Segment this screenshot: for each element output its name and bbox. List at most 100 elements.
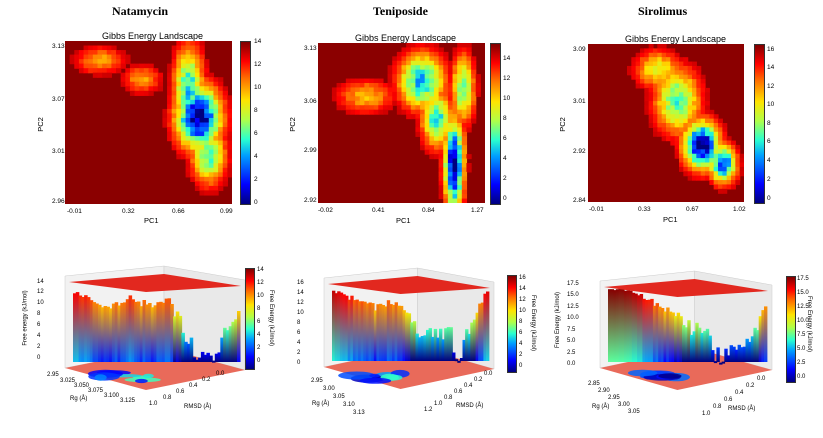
heatmap-cell (461, 176, 468, 182)
surface-column (217, 352, 222, 362)
surface-column (167, 298, 172, 362)
heatmap-cell (683, 166, 689, 172)
heatmap-cell (644, 61, 650, 67)
heatmap-cell (666, 105, 671, 111)
heatmap-cell (106, 54, 112, 60)
colorbar-tick: 14 (254, 38, 262, 45)
heatmap-cell (447, 87, 454, 93)
heatmap-cell (438, 189, 444, 195)
heatmap-cell (687, 96, 693, 102)
heatmap-cell (443, 136, 449, 142)
heatmap-cell (218, 163, 224, 169)
rg-tick-label: 3.125 (120, 398, 136, 404)
heatmap-cell (640, 74, 645, 80)
heatmap-cell (447, 109, 454, 115)
heatmap-cell (674, 61, 680, 67)
heatmap-cell (731, 171, 736, 177)
colorbar-tick: 12 (254, 61, 262, 68)
heatmap-cell (726, 175, 732, 181)
heatmap-cell (644, 70, 650, 76)
heatmap-cell (171, 45, 177, 51)
heatmap-cell (452, 114, 458, 120)
heatmap-cell (661, 118, 667, 124)
heatmap-cell (415, 91, 421, 97)
heatmap-cell (438, 158, 444, 164)
heatmap-cell (447, 189, 454, 195)
heatmap-cell (222, 163, 228, 169)
rg-tick-label: 2.95 (311, 378, 323, 384)
heatmap-cell (696, 79, 702, 85)
heatmap-cell (176, 54, 182, 60)
surface-column (724, 348, 728, 362)
x-axis-label: Rg (Å) (70, 396, 88, 402)
heatmap-cell (190, 54, 196, 60)
heatmap-cell (162, 113, 168, 119)
heatmap-cell (735, 158, 741, 164)
heatmap-cell (683, 57, 689, 63)
heatmap-cell (148, 68, 154, 74)
colorbar-tick: 4 (767, 157, 771, 164)
heatmap-cell (176, 59, 182, 65)
heatmap-cell (705, 118, 710, 124)
heatmap-cell (194, 163, 201, 169)
heatmap-cell (199, 122, 205, 128)
heatmap-cell (194, 90, 201, 96)
heatmap-cell (97, 50, 103, 56)
heatmap-cell (713, 180, 719, 186)
heatmap-cell (167, 122, 173, 128)
heatmap-cell (679, 131, 684, 137)
surface-column (145, 304, 149, 362)
surface-column (629, 290, 633, 362)
surface-column (173, 316, 177, 362)
heatmap-cell (718, 184, 723, 190)
heatmap-cell (355, 78, 361, 84)
heatmap-cell (687, 101, 693, 107)
heatmap-cell (713, 162, 719, 168)
heatmap-cell (199, 190, 205, 196)
surface-column (647, 299, 652, 362)
heatmap-cell (396, 109, 403, 115)
heatmap-cell (139, 68, 145, 74)
heatmap-cell (433, 118, 440, 124)
heatmap-cell (438, 171, 444, 177)
heatmap-cell (185, 136, 191, 142)
heatmap-cell (674, 79, 680, 85)
heatmap-cell (129, 68, 136, 74)
heatmap-cell (447, 136, 454, 142)
heatmap-cell (475, 74, 481, 80)
heatmap-cell (204, 140, 210, 146)
heatmap-cell (227, 99, 232, 105)
heatmap-cell (438, 176, 444, 182)
heatmap-cell (631, 57, 637, 63)
heatmap-cell (447, 78, 454, 84)
heatmap-cell (180, 127, 187, 133)
surface-column (692, 331, 696, 362)
surface-column (626, 290, 630, 362)
surface-column (467, 333, 472, 361)
drug-title-natamycin: Natamycin (112, 4, 168, 18)
heatmap-cell (713, 153, 719, 159)
heatmap-cell (176, 72, 182, 78)
heatmap-cell (88, 45, 94, 51)
surface-column (350, 295, 354, 361)
heatmap-cell (692, 105, 697, 111)
heatmap-cell (657, 109, 663, 115)
heatmap-cell (180, 131, 187, 137)
colorbar-label: Free Energy (kJ/mol) (530, 295, 536, 352)
heatmap-cell (443, 74, 449, 80)
heatmap-cell (653, 96, 658, 102)
heatmap-cell (471, 65, 477, 71)
heatmap-cell (429, 109, 435, 115)
heatmap-cell (369, 105, 375, 111)
heatmap-cell (406, 100, 412, 106)
z-tick-label: 12 (297, 300, 304, 306)
heatmap-cell (424, 136, 430, 142)
heatmap-cell (447, 105, 454, 111)
heatmap-cell (420, 96, 426, 102)
heatmap-cell (396, 91, 403, 97)
heatmap-cell (722, 136, 728, 142)
heatmap-cell (345, 100, 352, 106)
heatmap-cell (471, 83, 477, 89)
heatmap-cell (199, 117, 205, 124)
heatmap-cell (722, 144, 728, 150)
